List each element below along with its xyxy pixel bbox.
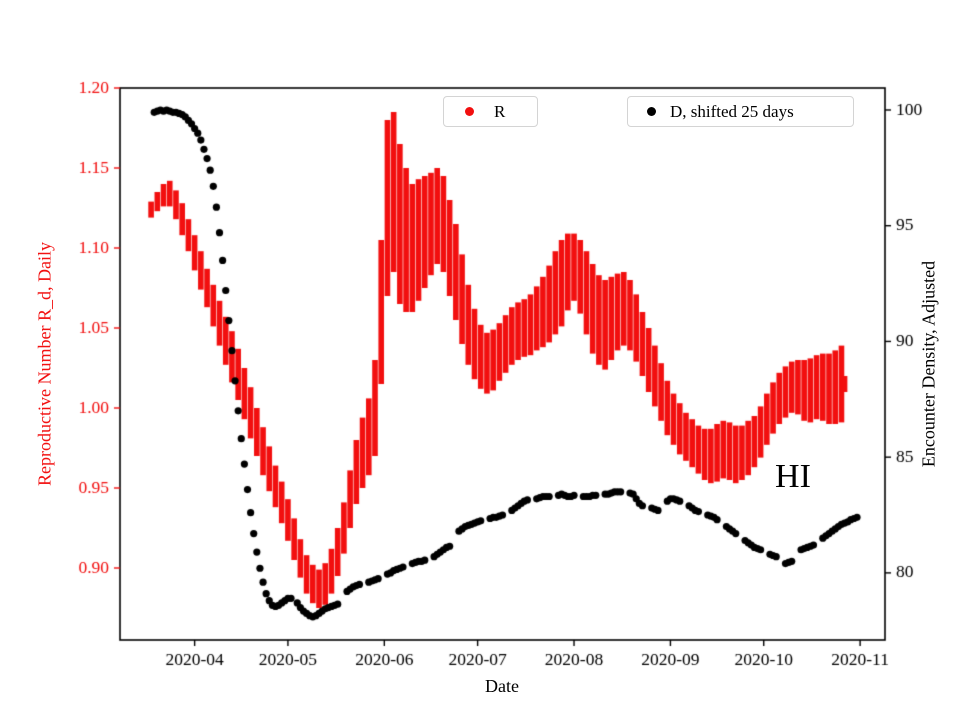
hi-annotation: HI [775,458,811,495]
r-legend-marker-icon [465,107,474,116]
x-axis-label: Date [485,676,519,696]
right-axis-label: Encounter Density, Adjusted [918,260,939,468]
r-legend-label: R [494,101,506,121]
d-legend-marker-icon [647,107,656,116]
legend-box-r: R [443,96,538,127]
legend-box-d: D, shifted 25 days [627,96,854,127]
left-axis-label: Reproductive Number R_d, Daily [34,242,55,486]
d-legend-label: D, shifted 25 days [670,101,794,121]
